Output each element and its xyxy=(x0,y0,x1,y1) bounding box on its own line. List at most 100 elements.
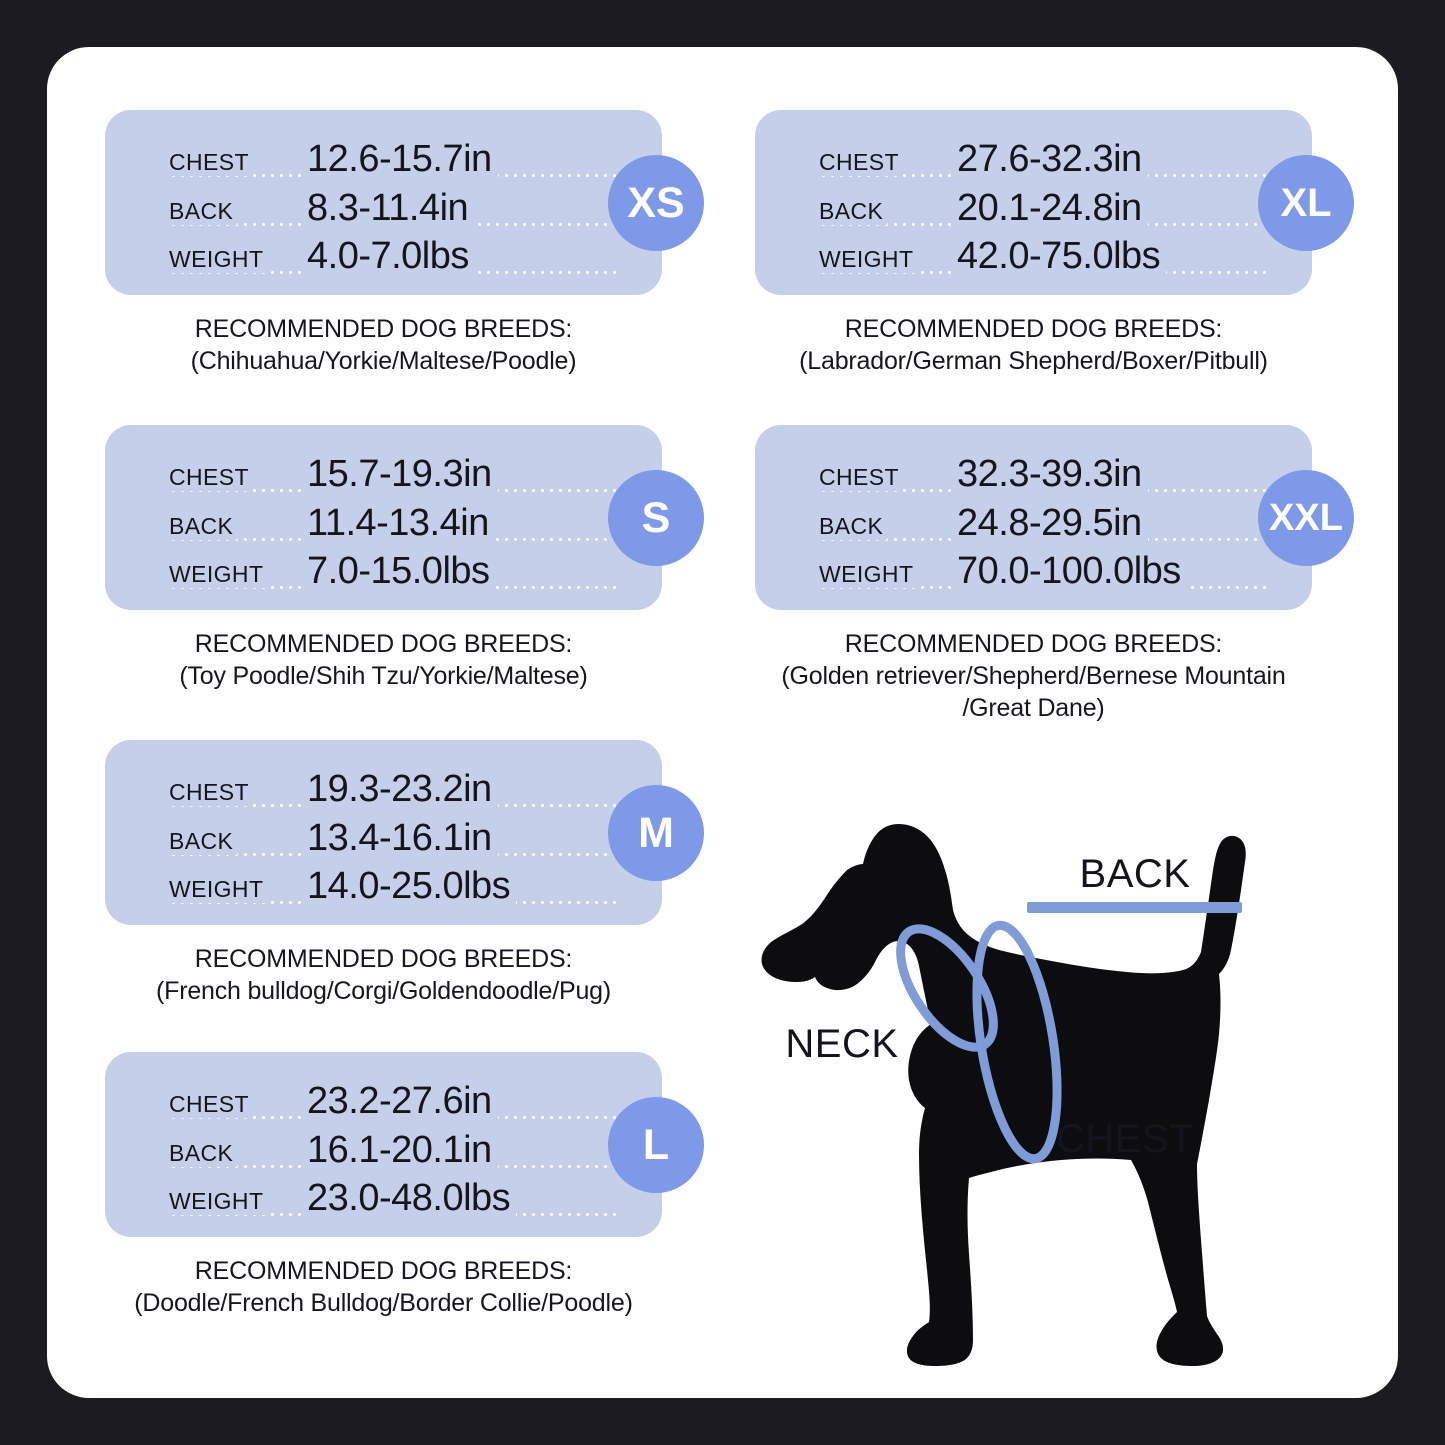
size-card-xxl: CHEST 32.3-39.3in BACK 24.8-29.5in WEIGH… xyxy=(755,425,1354,724)
size-card-body: CHEST 12.6-15.7in BACK 8.3-11.4in WEIGHT… xyxy=(105,110,704,295)
measurement-row-chest: CHEST 12.6-15.7in xyxy=(105,134,662,181)
breeds-caption-l: RECOMMENDED DOG BREEDS: (Doodle/French B… xyxy=(105,1255,662,1319)
breeds-list: (Chihuahua/Yorkie/Maltese/Poodle) xyxy=(190,347,577,375)
size-chart-panel: CHEST 12.6-15.7in BACK 8.3-11.4in WEIGHT… xyxy=(47,47,1398,1398)
measurement-label-chest: CHEST xyxy=(169,1091,253,1118)
measurement-value-weight: 7.0-15.0lbs xyxy=(301,550,496,593)
size-card-s: CHEST 15.7-19.3in BACK 11.4-13.4in WEIGH… xyxy=(105,425,704,692)
size-card-body: CHEST 19.3-23.2in BACK 13.4-16.1in WEIGH… xyxy=(105,740,704,925)
measurement-rows: CHEST 23.2-27.6in BACK 16.1-20.1in WEIGH… xyxy=(105,1052,662,1237)
measurement-label-weight: WEIGHT xyxy=(169,1188,268,1215)
breeds-list: (French bulldog/Corgi/Goldendoodle/Pug) xyxy=(156,977,611,1005)
measurement-label-back: BACK xyxy=(169,512,238,540)
measurement-label-chest: CHEST xyxy=(819,149,903,176)
dog-measurement-diagram: BACK NECK CHEST xyxy=(747,792,1387,1382)
measurement-value-weight: 4.0-7.0lbs xyxy=(301,235,475,278)
chest-measure-loop xyxy=(972,920,1062,1164)
measurement-rows: CHEST 19.3-23.2in BACK 13.4-16.1in WEIGH… xyxy=(105,740,662,925)
measurement-value-chest: 15.7-19.3in xyxy=(301,453,498,496)
breeds-caption-xxl: RECOMMENDED DOG BREEDS: (Golden retrieve… xyxy=(755,628,1312,724)
measurement-label-back: BACK xyxy=(819,512,888,540)
breeds-caption-xl: RECOMMENDED DOG BREEDS: (Labrador/German… xyxy=(755,313,1312,377)
measurement-row-weight: WEIGHT 7.0-15.0lbs xyxy=(105,546,662,593)
breeds-heading: RECOMMENDED DOG BREEDS: xyxy=(194,315,573,343)
breeds-heading: RECOMMENDED DOG BREEDS: xyxy=(194,1257,573,1285)
size-card-body: CHEST 15.7-19.3in BACK 11.4-13.4in WEIGH… xyxy=(105,425,704,610)
measurement-label-back: BACK xyxy=(169,197,238,225)
measurement-value-back: 13.4-16.1in xyxy=(301,816,498,860)
back-measure-line xyxy=(1027,902,1242,913)
measurement-label-chest: CHEST xyxy=(169,464,253,491)
measurement-label-weight: WEIGHT xyxy=(819,246,918,273)
size-card-body: CHEST 27.6-32.3in BACK 20.1-24.8in WEIGH… xyxy=(755,110,1354,295)
measurement-label-weight: WEIGHT xyxy=(819,561,918,588)
measurement-row-chest: CHEST 32.3-39.3in xyxy=(755,449,1312,496)
breeds-heading: RECOMMENDED DOG BREEDS: xyxy=(844,315,1223,343)
size-badge-xl[interactable]: XL xyxy=(1258,155,1354,251)
measurement-value-weight: 23.0-48.0lbs xyxy=(301,1177,517,1220)
measurement-row-weight: WEIGHT 4.0-7.0lbs xyxy=(105,231,662,278)
measurement-label-weight: WEIGHT xyxy=(169,246,268,273)
measurement-rows: CHEST 32.3-39.3in BACK 24.8-29.5in WEIGH… xyxy=(755,425,1312,610)
measurement-label-weight: WEIGHT xyxy=(169,561,268,588)
measurement-value-chest: 12.6-15.7in xyxy=(301,138,498,181)
measurement-value-back: 24.8-29.5in xyxy=(951,501,1148,545)
measurement-row-chest: CHEST 23.2-27.6in xyxy=(105,1076,662,1123)
diagram-label-chest: CHEST xyxy=(1056,1117,1194,1161)
breeds-heading: RECOMMENDED DOG BREEDS: xyxy=(194,630,573,658)
measurement-row-back: BACK 20.1-24.8in xyxy=(755,183,1312,230)
measurement-row-chest: CHEST 15.7-19.3in xyxy=(105,449,662,496)
breeds-list-line1: (Golden retriever/Shepherd/Bernese Mount… xyxy=(781,662,1286,690)
measurement-row-weight: WEIGHT 42.0-75.0lbs xyxy=(755,231,1312,278)
breeds-caption-xs: RECOMMENDED DOG BREEDS: (Chihuahua/Yorki… xyxy=(105,313,662,377)
breeds-heading: RECOMMENDED DOG BREEDS: xyxy=(844,630,1223,658)
measurement-label-chest: CHEST xyxy=(169,149,253,176)
measurement-label-back: BACK xyxy=(169,827,238,855)
measurement-row-back: BACK 16.1-20.1in xyxy=(105,1125,662,1172)
measurement-row-back: BACK 8.3-11.4in xyxy=(105,183,662,230)
measurement-row-weight: WEIGHT 23.0-48.0lbs xyxy=(105,1173,662,1220)
measurement-value-weight: 70.0-100.0lbs xyxy=(951,550,1187,593)
size-badge-s[interactable]: S xyxy=(608,470,704,566)
breeds-caption-s: RECOMMENDED DOG BREEDS: (Toy Poodle/Shih… xyxy=(105,628,662,692)
measurement-label-back: BACK xyxy=(819,197,888,225)
measurement-rows: CHEST 27.6-32.3in BACK 20.1-24.8in WEIGH… xyxy=(755,110,1312,295)
measurement-label-weight: WEIGHT xyxy=(169,876,268,903)
dog-silhouette-icon xyxy=(761,824,1246,1366)
measurement-rows: CHEST 15.7-19.3in BACK 11.4-13.4in WEIGH… xyxy=(105,425,662,610)
measurement-row-weight: WEIGHT 14.0-25.0lbs xyxy=(105,861,662,908)
measurement-row-chest: CHEST 19.3-23.2in xyxy=(105,764,662,811)
size-card-xl: CHEST 27.6-32.3in BACK 20.1-24.8in WEIGH… xyxy=(755,110,1354,377)
measurement-row-chest: CHEST 27.6-32.3in xyxy=(755,134,1312,181)
size-badge-l[interactable]: L xyxy=(608,1097,704,1193)
diagram-label-neck: NECK xyxy=(785,1022,898,1066)
measurement-row-weight: WEIGHT 70.0-100.0lbs xyxy=(755,546,1312,593)
measurement-value-weight: 42.0-75.0lbs xyxy=(951,235,1167,278)
diagram-label-back: BACK xyxy=(1080,852,1191,896)
breeds-list-line2: /Great Dane) xyxy=(962,694,1105,722)
measurement-row-back: BACK 13.4-16.1in xyxy=(105,813,662,860)
breeds-list: (Labrador/German Shepherd/Boxer/Pitbull) xyxy=(799,347,1268,375)
measurement-value-chest: 27.6-32.3in xyxy=(951,138,1148,181)
measurement-row-back: BACK 11.4-13.4in xyxy=(105,498,662,545)
measurement-row-back: BACK 24.8-29.5in xyxy=(755,498,1312,545)
measurement-label-chest: CHEST xyxy=(819,464,903,491)
breeds-caption-m: RECOMMENDED DOG BREEDS: (French bulldog/… xyxy=(105,943,662,1007)
measurement-value-chest: 19.3-23.2in xyxy=(301,768,498,811)
measurement-value-weight: 14.0-25.0lbs xyxy=(301,865,517,908)
measurement-value-back: 20.1-24.8in xyxy=(951,186,1148,230)
measurement-label-chest: CHEST xyxy=(169,779,253,806)
breeds-heading: RECOMMENDED DOG BREEDS: xyxy=(194,945,573,973)
measurement-value-back: 16.1-20.1in xyxy=(301,1128,498,1172)
size-badge-xs[interactable]: XS xyxy=(608,155,704,251)
size-card-body: CHEST 23.2-27.6in BACK 16.1-20.1in WEIGH… xyxy=(105,1052,704,1237)
size-card-m: CHEST 19.3-23.2in BACK 13.4-16.1in WEIGH… xyxy=(105,740,704,1007)
measurement-label-back: BACK xyxy=(169,1139,238,1167)
size-badge-m[interactable]: M xyxy=(608,785,704,881)
breeds-list: (Doodle/French Bulldog/Border Collie/Poo… xyxy=(134,1289,633,1317)
breeds-list: (Toy Poodle/Shih Tzu/Yorkie/Maltese) xyxy=(179,662,588,690)
measurement-value-chest: 32.3-39.3in xyxy=(951,453,1148,496)
measurement-value-chest: 23.2-27.6in xyxy=(301,1080,498,1123)
size-badge-xxl[interactable]: XXL xyxy=(1258,470,1354,566)
